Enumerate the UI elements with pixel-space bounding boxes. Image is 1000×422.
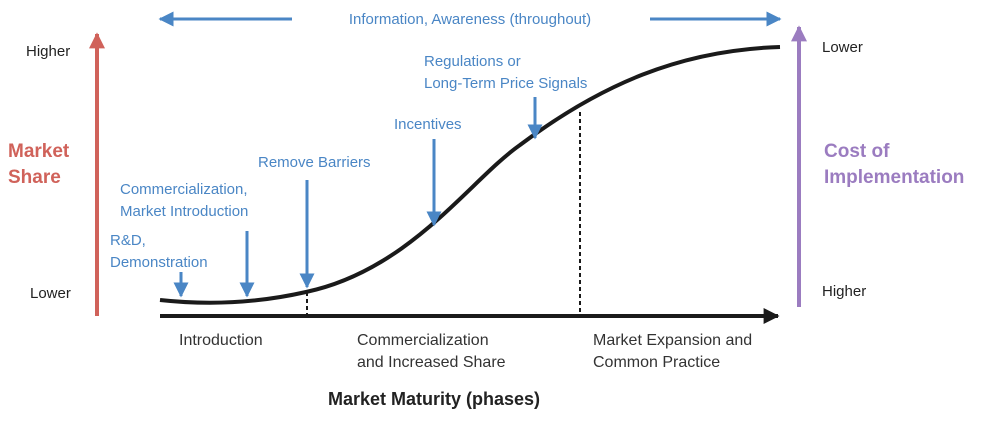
phase-commercialization-line2: and Increased Share: [357, 354, 506, 371]
phase-commercialization-label: Commercialization and Increased Share: [357, 332, 506, 371]
measure-commercialization-line1: Commercialization,: [120, 181, 248, 198]
left-axis-title-line1: Market: [8, 141, 70, 162]
adoption-s-curve: [159, 45, 781, 305]
phase-introduction-label: Introduction: [179, 332, 263, 349]
phase-commercialization-line1: Commercialization: [357, 332, 489, 349]
right-axis-title-line1: Cost of: [824, 141, 890, 162]
measure-rd-label: R&D, Demonstration: [110, 232, 208, 271]
measure-regulations-line1: Regulations or: [424, 53, 521, 70]
measure-rd-line2: Demonstration: [110, 254, 208, 271]
measure-remove-barriers-label: Remove Barriers: [258, 154, 371, 171]
measure-rd-line1: R&D,: [110, 232, 146, 249]
right-axis-title-line2: Implementation: [824, 167, 964, 188]
measure-commercialization-label: Commercialization, Market Introduction: [120, 181, 252, 220]
x-axis-title: Market Maturity (phases): [328, 389, 540, 409]
left-axis-low-label: Lower: [30, 285, 71, 302]
phase-expansion-label: Market Expansion and Common Practice: [593, 332, 757, 371]
measure-regulations-line2: Long-Term Price Signals: [424, 75, 587, 92]
right-axis-top-label: Lower: [822, 39, 863, 56]
right-axis-title: Cost of Implementation: [824, 141, 964, 188]
banner-label: Information, Awareness (throughout): [349, 11, 591, 28]
measure-incentives-label: Incentives: [394, 116, 462, 133]
left-axis-high-label: Higher: [26, 43, 70, 60]
left-axis-title-line2: Share: [8, 167, 61, 188]
measure-regulations-label: Regulations or Long-Term Price Signals: [424, 53, 587, 92]
left-axis-title: Market Share: [8, 141, 75, 188]
right-axis-bottom-label: Higher: [822, 283, 866, 300]
measure-commercialization-line2: Market Introduction: [120, 203, 248, 220]
phase-expansion-line1: Market Expansion and: [593, 332, 752, 349]
phase-expansion-line2: Common Practice: [593, 354, 720, 371]
